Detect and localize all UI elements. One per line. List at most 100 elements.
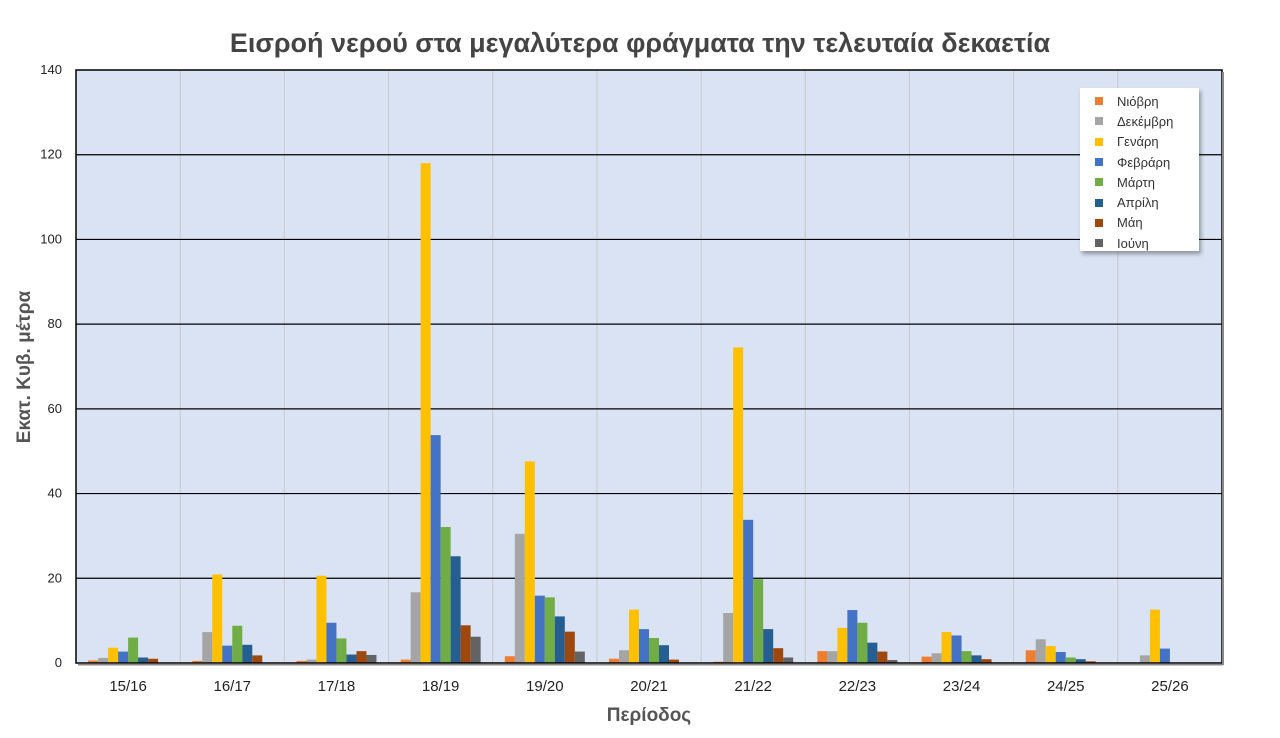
bar xyxy=(410,592,421,663)
bar xyxy=(202,632,213,663)
bar xyxy=(430,435,441,663)
legend-item: Δεκέμβρη xyxy=(1080,111,1199,131)
bar xyxy=(88,660,99,663)
bar xyxy=(564,631,575,663)
bar xyxy=(723,613,734,663)
legend-swatch xyxy=(1095,137,1103,146)
bar xyxy=(1065,657,1076,663)
bar xyxy=(639,629,649,663)
legend-item: Ιούνη xyxy=(1080,233,1199,253)
bar xyxy=(420,163,431,663)
bar xyxy=(1055,651,1066,663)
horizontal-gridlines xyxy=(76,154,1222,579)
bar xyxy=(971,655,982,663)
bar xyxy=(470,636,481,663)
legend-label: Απρίλη xyxy=(1117,195,1159,211)
x-axis-title: Περίοδος xyxy=(607,705,692,726)
bar xyxy=(649,638,659,663)
x-tick-label: 19/20 xyxy=(526,678,564,695)
legend-label: Δεκέμβρη xyxy=(1117,113,1174,129)
bar xyxy=(1045,646,1056,663)
bar xyxy=(951,635,962,663)
y-tick-label: 120 xyxy=(40,147,62,162)
bar xyxy=(242,644,253,663)
bar xyxy=(1025,650,1036,663)
bar xyxy=(981,659,992,663)
legend-item: Μάη xyxy=(1080,213,1199,233)
bar xyxy=(817,651,828,663)
x-axis-ticks: 15/16 16/17 17/18 18/19 19/20 20/21 21/22 22/23… xyxy=(109,678,1188,695)
legend-item: Φεβράρη xyxy=(1080,152,1199,172)
bar xyxy=(554,616,565,663)
y-tick-label: 100 xyxy=(40,231,62,246)
bar xyxy=(961,651,972,663)
bar xyxy=(827,651,838,663)
bar xyxy=(356,651,367,663)
legend-swatch xyxy=(1095,97,1103,106)
bar xyxy=(1159,648,1170,663)
bar xyxy=(1085,661,1096,663)
bar xyxy=(336,638,347,663)
bar xyxy=(773,648,784,663)
bar xyxy=(1139,655,1150,663)
bar xyxy=(931,653,942,663)
bar xyxy=(138,657,149,663)
y-tick-label: 60 xyxy=(48,401,62,416)
bar xyxy=(400,659,411,663)
bar xyxy=(108,647,119,663)
bar xyxy=(222,645,233,663)
x-tick-label: 17/18 xyxy=(318,678,356,695)
bar xyxy=(783,657,794,663)
legend-swatch xyxy=(1095,117,1103,126)
y-tick-label: 40 xyxy=(48,486,62,501)
x-tick-label: 25/26 xyxy=(1151,678,1189,695)
bar xyxy=(857,622,868,663)
bar xyxy=(837,627,848,663)
legend-item: Νιόβρη xyxy=(1080,91,1199,111)
bar xyxy=(877,651,888,663)
bar xyxy=(1149,609,1160,663)
legend-item: Απρίλη xyxy=(1080,192,1199,212)
bar xyxy=(98,657,109,663)
bar xyxy=(366,654,377,663)
y-tick-label: 80 xyxy=(48,316,62,331)
legend-item: Μάρτη xyxy=(1080,172,1199,192)
legend-swatch xyxy=(1095,218,1103,227)
x-tick-label: 15/16 xyxy=(109,678,147,695)
legend-item: Γενάρη xyxy=(1080,132,1199,152)
bar xyxy=(733,347,744,663)
bar xyxy=(148,658,159,663)
bar xyxy=(306,659,317,663)
bar xyxy=(460,625,471,663)
bar xyxy=(128,637,139,663)
bar xyxy=(1075,659,1086,663)
x-tick-label: 24/25 xyxy=(1047,678,1085,695)
bar xyxy=(514,533,525,663)
bar xyxy=(1035,639,1046,663)
bar xyxy=(743,519,754,663)
y-tick-label: 20 xyxy=(48,570,62,585)
legend-label: Ιούνη xyxy=(1117,235,1149,251)
chart-legend: Νιόβρη Δεκέμβρη Γενάρη Φεβράρη Μάρτη Απρίλη Μά… xyxy=(1080,88,1199,251)
bar xyxy=(921,656,932,663)
x-tick-label: 16/17 xyxy=(213,678,251,695)
legend-label: Γενάρη xyxy=(1117,134,1159,150)
legend-swatch xyxy=(1095,178,1103,187)
bar xyxy=(544,597,555,663)
legend-label: Φεβράρη xyxy=(1117,154,1171,170)
legend-label: Μάη xyxy=(1117,215,1143,231)
chart-title: Εισροή νερού στα μεγαλύτερα φράγματα την… xyxy=(229,28,1051,58)
vertical-gridlines xyxy=(179,70,1119,663)
bar xyxy=(118,651,129,663)
bar xyxy=(847,610,858,663)
bar xyxy=(659,645,669,663)
bar xyxy=(524,461,535,663)
bar xyxy=(867,642,878,663)
legend-label: Μάρτη xyxy=(1117,174,1155,190)
bar xyxy=(669,659,679,663)
bar xyxy=(252,655,263,663)
legend-label: Νιόβρη xyxy=(1117,93,1159,109)
bar xyxy=(763,629,774,663)
bar xyxy=(887,660,898,663)
